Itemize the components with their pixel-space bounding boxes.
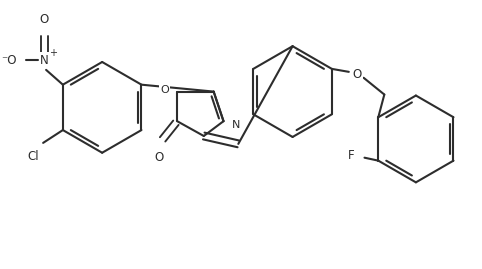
Text: N: N bbox=[40, 54, 49, 66]
Text: O: O bbox=[155, 151, 164, 164]
Text: N: N bbox=[231, 120, 240, 130]
Text: ⁻O: ⁻O bbox=[1, 54, 16, 66]
Text: O: O bbox=[40, 13, 49, 26]
Text: F: F bbox=[348, 149, 355, 162]
Text: Cl: Cl bbox=[27, 150, 39, 163]
Text: O: O bbox=[352, 68, 362, 81]
Text: +: + bbox=[49, 48, 57, 58]
Text: O: O bbox=[161, 85, 169, 95]
